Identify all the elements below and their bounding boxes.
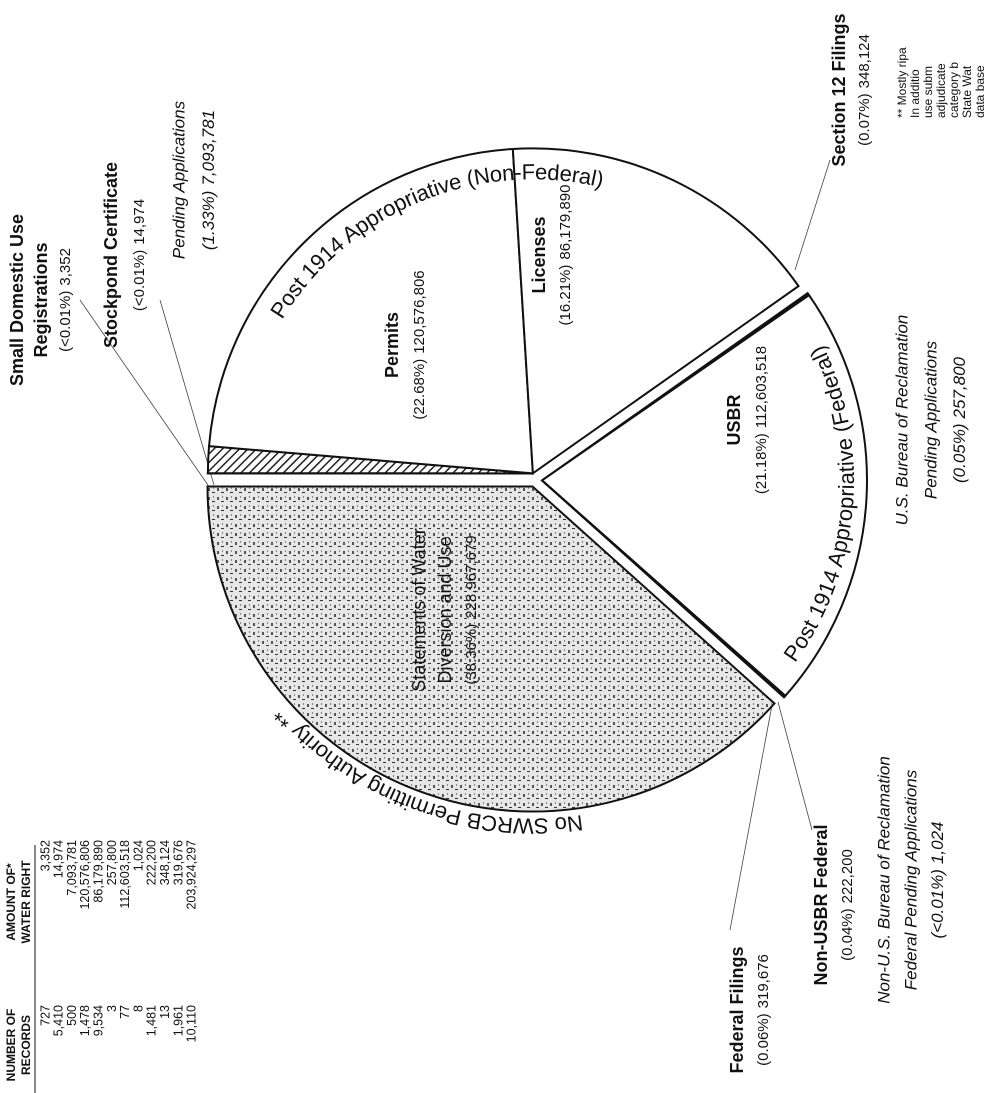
table-cell: 348,124 bbox=[158, 840, 172, 885]
slice-value: (<0.01%) 3,352 bbox=[57, 248, 74, 352]
table-cell: 727 bbox=[38, 1005, 52, 1026]
table-header: AMOUNT OF* bbox=[4, 863, 18, 941]
table-cell: 1,478 bbox=[78, 1005, 92, 1036]
slice-value-label: (21.18%) bbox=[753, 433, 770, 494]
table-cell: 257,800 bbox=[105, 840, 119, 885]
slice-value: (0.05%) 257,800 bbox=[950, 356, 969, 483]
slice-value-label: (16.21%) bbox=[557, 265, 574, 326]
slice-label: Licenses bbox=[529, 216, 549, 293]
slice-amount: 14,974 bbox=[131, 199, 148, 245]
note-line: category b bbox=[947, 62, 961, 118]
table-cell: 319,676 bbox=[171, 840, 185, 885]
pie-slice bbox=[511, 147, 800, 476]
slice-value-label: (38.36%) bbox=[463, 624, 480, 685]
slice-label: Non-USBR Federal bbox=[811, 824, 831, 985]
table-cell: 13 bbox=[158, 1005, 172, 1019]
slice-label: Pending Applications bbox=[169, 100, 188, 259]
slice-value: (1.33%) 7,093,781 bbox=[199, 110, 218, 250]
pie-slice bbox=[540, 293, 868, 698]
table-header: NUMBER OF bbox=[4, 1009, 18, 1082]
slice-value-label: (<0.01%) bbox=[928, 869, 947, 938]
slice-label: Federal Pending Applications bbox=[901, 769, 920, 990]
pie-slice bbox=[541, 479, 787, 699]
leader-lines bbox=[79, 159, 831, 931]
slice-amount: 348,124 bbox=[856, 34, 873, 88]
slice-amount: 222,200 bbox=[839, 849, 856, 903]
slice-label: Section 12 Filings bbox=[829, 13, 849, 166]
slice-label: Statements of Water bbox=[409, 528, 429, 691]
slice-value-label: (0.07%) bbox=[856, 93, 873, 146]
slice-label: Pending Applications bbox=[921, 340, 940, 499]
slice-value: (22.68%) 120,576,806 bbox=[411, 270, 428, 419]
slice-amount: 120,576,806 bbox=[411, 270, 428, 353]
slice-value-label: (0.06%) bbox=[755, 1013, 772, 1066]
slice-label: Diversion and Use bbox=[435, 536, 455, 683]
slice-amount: 319,676 bbox=[755, 954, 772, 1008]
slice-label: Registrations bbox=[31, 242, 51, 357]
table-cell: 77 bbox=[118, 1005, 132, 1019]
slice-label: U.S. Bureau of Reclamation bbox=[892, 315, 911, 526]
table-cell: 1,961 bbox=[171, 1005, 185, 1036]
slice-amount: 228,967,679 bbox=[463, 535, 480, 618]
slice-value: (38.36%) 228,967,679 bbox=[463, 535, 480, 684]
table-cell: 9,534 bbox=[91, 1005, 105, 1036]
pie-slice bbox=[207, 147, 534, 475]
slice-amount: 7,093,781 bbox=[199, 110, 218, 186]
table-cell: 500 bbox=[65, 1005, 79, 1026]
slice-amount: 86,179,890 bbox=[557, 185, 574, 260]
slice-label: Permits bbox=[382, 312, 402, 378]
slice-value-label: (1.33%) bbox=[199, 191, 218, 251]
table-cell: 7,093,781 bbox=[65, 840, 79, 896]
table-cell: 86,179,890 bbox=[91, 840, 105, 903]
slice-value: (16.21%) 86,179,890 bbox=[557, 185, 574, 326]
table-cell: 1,481 bbox=[145, 1005, 159, 1036]
slice-amount: 3,352 bbox=[57, 248, 74, 286]
table-cell: 112,603,518 bbox=[118, 840, 132, 909]
table-cell: 5,410 bbox=[52, 1005, 66, 1036]
table-cell: 10,110 bbox=[185, 1005, 199, 1042]
table-cell: 222,200 bbox=[145, 840, 159, 885]
slice-amount: 257,800 bbox=[950, 356, 969, 419]
slice-amount: 112,603,518 bbox=[753, 346, 770, 428]
slice-value: (<0.01%) 14,974 bbox=[131, 199, 148, 311]
note-line: ** Mostly ripa bbox=[895, 47, 909, 118]
table-cell: 8 bbox=[131, 1005, 145, 1012]
table-cell: 203,924,297 bbox=[185, 840, 199, 910]
slice-label: Small Domestic Use bbox=[7, 214, 27, 386]
slice-label: Stockpond Certificate bbox=[101, 162, 121, 348]
slice-label: USBR bbox=[724, 394, 744, 445]
note-line: data base bbox=[973, 65, 987, 118]
slice-value: (0.06%) 319,676 bbox=[755, 954, 772, 1066]
pie-slice bbox=[206, 485, 776, 813]
table-header: WATER RIGHT bbox=[19, 860, 33, 944]
table-header: RECORDS bbox=[19, 1015, 33, 1075]
table-cell: 14,974 bbox=[52, 840, 66, 878]
slice-value: (21.18%) 112,603,518 bbox=[753, 346, 770, 494]
slice-value-label: (0.05%) bbox=[950, 423, 969, 483]
table-cell: 3 bbox=[105, 1005, 119, 1012]
slice-value-label: (<0.01%) bbox=[57, 291, 74, 352]
slice-value: (0.07%) 348,124 bbox=[856, 34, 873, 146]
note-line: use subm bbox=[921, 66, 935, 118]
table-cell: 1,024 bbox=[131, 840, 145, 871]
slice-label: Federal Filings bbox=[727, 946, 747, 1073]
slice-amount: 1,024 bbox=[928, 822, 947, 865]
note-line: In additio bbox=[908, 69, 922, 118]
note-line: adjudicate bbox=[934, 63, 948, 118]
note-line: State Wat bbox=[960, 65, 974, 118]
table-cell: 3,352 bbox=[38, 840, 52, 871]
slice-value: (0.04%) 222,200 bbox=[839, 849, 856, 961]
slice-label: Non-U.S. Bureau of Reclamation bbox=[874, 756, 893, 1004]
slice-value-label: (<0.01%) bbox=[131, 250, 148, 311]
slice-value-label: (0.04%) bbox=[839, 908, 856, 961]
slice-value: (<0.01%) 1,024 bbox=[928, 822, 947, 939]
slice-value-label: (22.68%) bbox=[411, 359, 428, 420]
table-cell: 120,576,806 bbox=[78, 840, 92, 910]
